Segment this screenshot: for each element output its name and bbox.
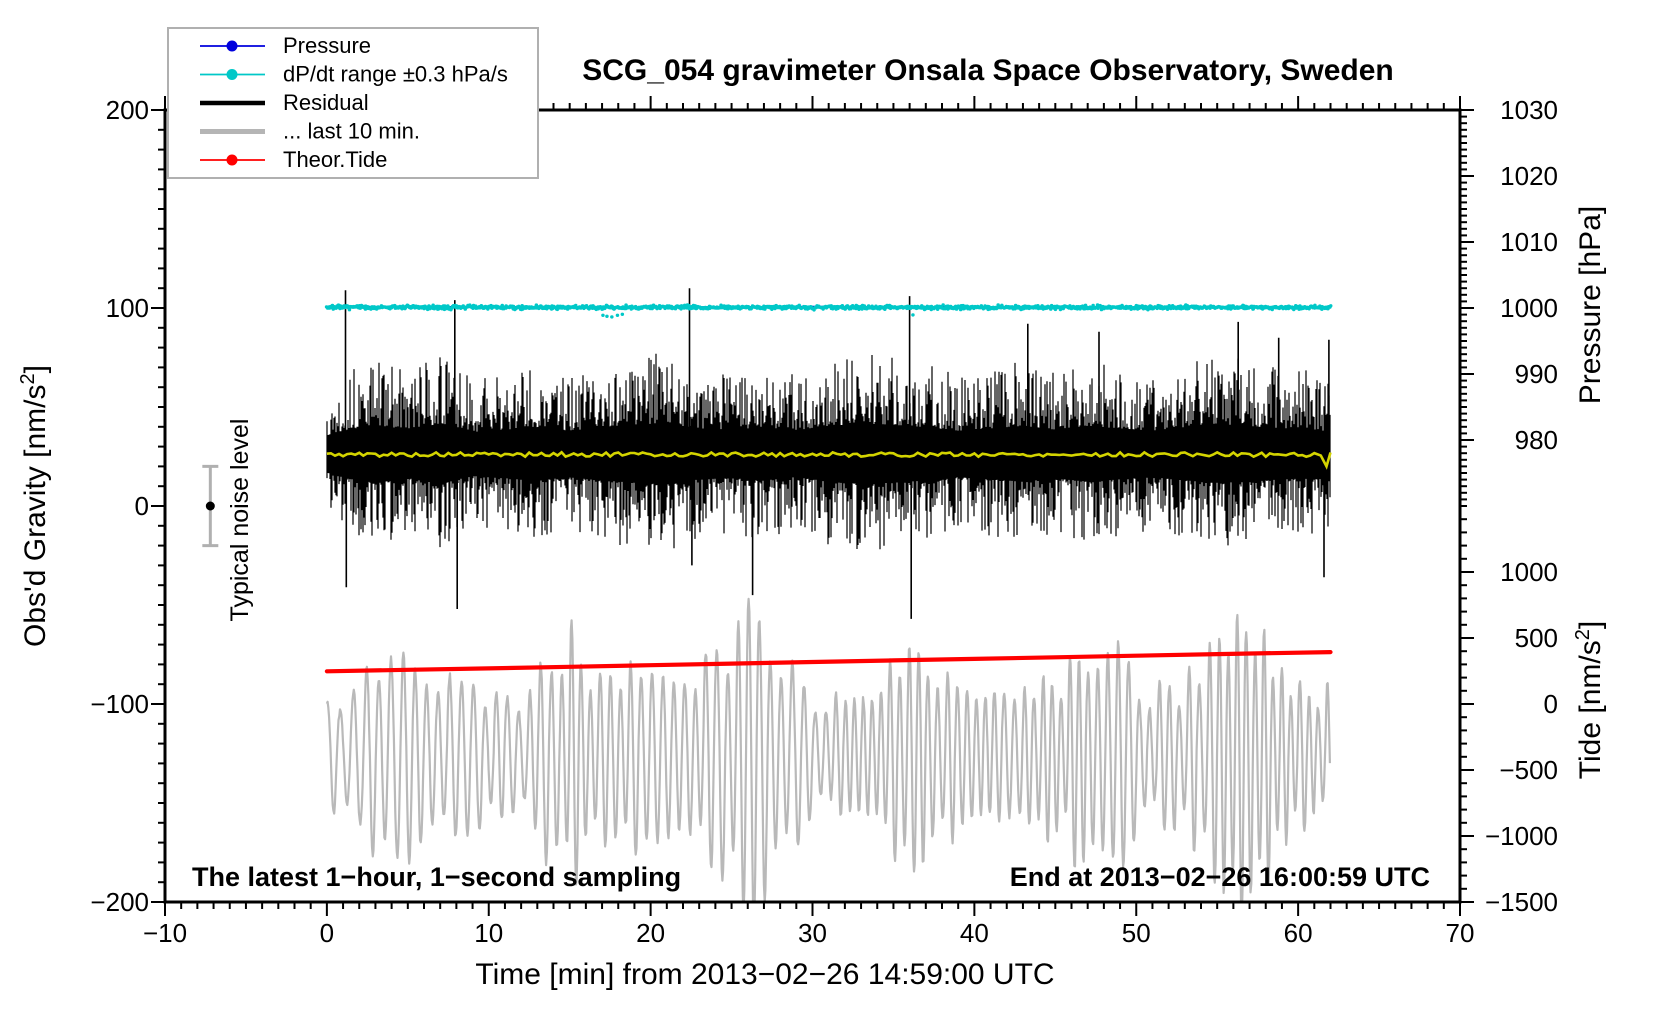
y-axis-left-label: Obs'd Gravity [nm/s2] <box>17 365 52 647</box>
tick-label: 0 <box>1544 689 1558 719</box>
tick-label: 70 <box>1446 918 1475 948</box>
legend-item-label: Theor.Tide <box>283 147 387 172</box>
tick-label: 40 <box>960 918 989 948</box>
legend-dot-marker <box>226 154 238 166</box>
series-last10min-line <box>325 597 1331 902</box>
tick-label: 1010 <box>1500 227 1558 257</box>
legend-item-label: ... last 10 min. <box>283 119 420 144</box>
tick-label: 60 <box>1284 918 1313 948</box>
typical-noise-level-errorbar <box>202 464 219 548</box>
series-residual-noise <box>326 353 1331 550</box>
tick-label: 30 <box>798 918 827 948</box>
end-time-note: End at 2013−02−26 16:00:59 UTC <box>1010 862 1430 892</box>
series-layer <box>324 288 1333 902</box>
x-axis-label: Time [min] from 2013−02−26 14:59:00 UTC <box>475 958 1054 991</box>
legend-item-label: Residual <box>283 90 369 115</box>
tick-label: −100 <box>90 689 149 719</box>
typical-noise-level-label: Typical noise level <box>226 419 254 622</box>
tick-label: −200 <box>90 887 149 917</box>
tick-label: −500 <box>1499 755 1558 785</box>
y-axis-tide-label: Tide [nm/s2] <box>1572 621 1607 779</box>
legend-item: Pressure <box>200 33 371 58</box>
noise-errorbar-dot <box>205 501 215 511</box>
legend-dot-marker <box>226 69 238 80</box>
series-residual-spikes <box>344 288 1330 619</box>
tick-label: 20 <box>636 918 665 948</box>
tick-label: 10 <box>474 918 503 948</box>
legend-box: Pressure dP/dt range ±0.3 hPa/s Residual..… <box>167 27 539 179</box>
legend-item: dP/dt range ±0.3 hPa/s <box>200 62 508 87</box>
tick-label: 1020 <box>1500 161 1558 191</box>
tick-label: 0 <box>320 918 334 948</box>
series-dpdt-dots <box>324 303 1333 319</box>
sampling-note: The latest 1−hour, 1−second sampling <box>192 862 681 892</box>
series-theor-tide-line <box>324 650 1333 674</box>
plot-frame <box>163 108 1462 904</box>
axes-layer: −10 0 10 20 30 40 50 60 702001000−100−2001030102… <box>90 95 1558 948</box>
tick-label: 100 <box>106 293 149 323</box>
legend-item-label: dP/dt range ±0.3 hPa/s <box>283 62 508 87</box>
tick-label: −10 <box>143 918 187 948</box>
y-axis-pressure-label: Pressure [hPa] <box>1574 206 1607 404</box>
series-residual-smooth-line <box>326 450 1332 470</box>
legend-item-label: Pressure <box>283 33 371 58</box>
chart-title: SCG_054 gravimeter Onsala Space Observat… <box>582 54 1394 87</box>
legend-item: Theor.Tide <box>200 147 387 172</box>
tick-label: 1030 <box>1500 95 1558 125</box>
tick-label: 200 <box>106 95 149 125</box>
tick-label: 980 <box>1515 425 1558 455</box>
legend-item: ... last 10 min. <box>200 119 420 144</box>
tick-label: −1500 <box>1485 887 1558 917</box>
tick-label: 1000 <box>1500 557 1558 587</box>
tick-label: 990 <box>1515 359 1558 389</box>
tick-label: 50 <box>1122 918 1151 948</box>
tick-label: −1000 <box>1485 821 1558 851</box>
tick-label: 1000 <box>1500 293 1558 323</box>
tick-label: 0 <box>135 491 149 521</box>
tick-label: 500 <box>1515 623 1558 653</box>
legend-item: Residual <box>200 90 369 115</box>
legend-dot-marker <box>226 40 238 52</box>
